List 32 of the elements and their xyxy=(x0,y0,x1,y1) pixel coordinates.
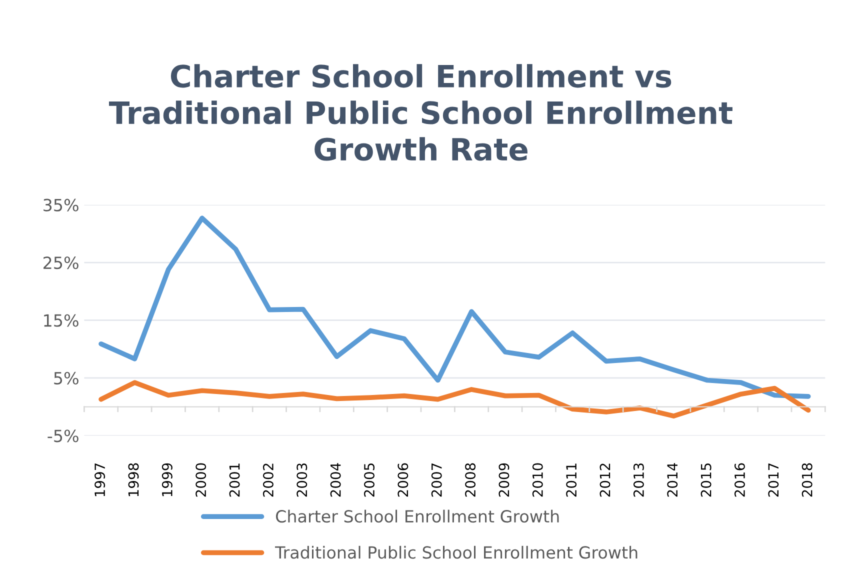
y-tick-label: 35% xyxy=(44,198,78,212)
x-tick-label: 2014 xyxy=(667,463,678,497)
x-tick-label: 2002 xyxy=(262,464,274,497)
y-tick-label: -5% xyxy=(48,430,78,442)
legend-label: Traditional Public School Enrollment Growth xyxy=(275,546,638,559)
x-tick-label: 2001 xyxy=(229,464,240,497)
x-tick-label: 2004 xyxy=(330,463,341,497)
legend-label: Charter School Enrollment Growth xyxy=(276,510,559,523)
x-tick-label: 1997 xyxy=(94,464,106,496)
x-tick-label: 1998 xyxy=(128,463,139,496)
x-tick-label: 2010 xyxy=(532,463,543,497)
x-tick-label: 2017 xyxy=(768,464,779,497)
x-tick-label: 2015 xyxy=(700,464,712,497)
x-tick-label: 2007 xyxy=(431,464,442,497)
y-tick-label: 15% xyxy=(44,314,78,327)
line-series xyxy=(98,216,811,399)
y-tick-label: 5% xyxy=(54,372,78,385)
x-tick-label: 2006 xyxy=(398,463,408,497)
y-tick-label: 25% xyxy=(44,256,78,270)
x-tick-label: 2013 xyxy=(633,463,644,497)
x-tick-label: 2003 xyxy=(296,463,308,497)
x-tick-label: 2018 xyxy=(802,463,812,497)
x-tick-label: 2005 xyxy=(364,464,375,497)
chart-title: Charter School Enrollment vs Traditional Public School Enrollment Growth Rate xyxy=(108,64,732,161)
x-tick-label: 2008 xyxy=(465,463,476,497)
line-series xyxy=(98,380,811,418)
x-tick-label: 2012 xyxy=(600,464,610,497)
x-tick-label: 2000 xyxy=(196,463,206,497)
x-tick-label: 1999 xyxy=(162,463,172,496)
x-tick-label: 2016 xyxy=(734,463,745,497)
x-tick-label: 2011 xyxy=(566,464,577,497)
x-tick-label: 2009 xyxy=(498,463,510,497)
